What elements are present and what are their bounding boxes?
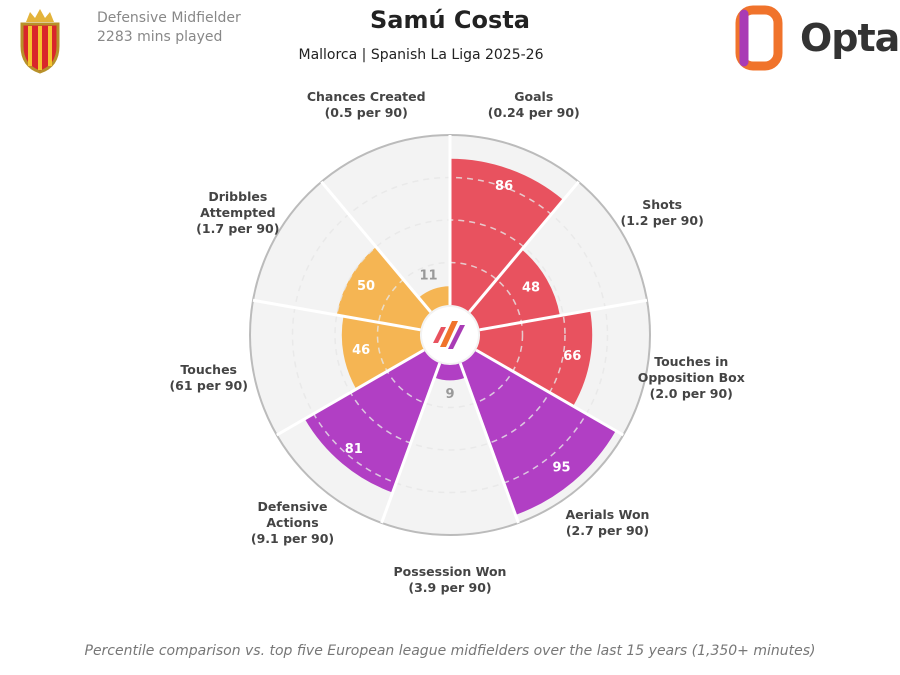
per-90: (2.0 per 90) — [649, 385, 733, 401]
opta-logo-mark — [735, 5, 783, 71]
spoke — [380, 362, 442, 524]
category-label: Defensive Actions (9.1 per 90) — [233, 499, 353, 547]
category-label: Chances Created (0.5 per 90) — [306, 89, 426, 121]
club-crest — [20, 9, 60, 74]
spoke — [458, 362, 520, 524]
spoke — [252, 298, 421, 332]
value-label: 46 — [352, 343, 370, 358]
value-label: 66 — [563, 349, 581, 364]
value-label: 50 — [357, 279, 375, 294]
bar — [341, 316, 425, 390]
category-name: Goals — [514, 88, 554, 104]
bar — [336, 246, 431, 330]
category-label: Goals (0.24 per 90) — [474, 89, 594, 121]
minutes: 2283 mins played — [97, 29, 223, 45]
value-label: 9 — [445, 387, 454, 402]
per-90: (0.24 per 90) — [487, 104, 580, 120]
hub-icon — [440, 321, 458, 347]
category-name: Shots — [642, 196, 683, 212]
spoke — [276, 348, 425, 437]
bar — [450, 158, 564, 313]
per-90: (0.5 per 90) — [324, 104, 408, 120]
position: Defensive Midfielder — [97, 10, 241, 26]
per-90: (1.7 per 90) — [196, 220, 280, 236]
category-label: Possession Won (3.9 per 90) — [390, 564, 510, 596]
value-label: 95 — [552, 460, 570, 475]
per-90: (61 per 90) — [169, 377, 248, 393]
bar — [304, 350, 440, 493]
footnote: Percentile comparison vs. top five Europ… — [84, 643, 816, 659]
chart-subtitle: Mallorca | Spanish La Liga 2025-26 — [298, 47, 544, 63]
category-name: Defensive Actions — [257, 498, 328, 530]
category-label: Shots (1.2 per 90) — [602, 197, 722, 229]
bar — [469, 249, 560, 330]
category-label: Touches (61 per 90) — [149, 362, 269, 394]
bar — [434, 363, 466, 381]
per-90: (3.9 per 90) — [408, 580, 492, 595]
category-name: Touches — [180, 361, 238, 377]
category-name: Aerials Won — [565, 506, 650, 522]
value-label: 11 — [420, 269, 438, 284]
category-label: Touches in Opposition Box (2.0 per 90) — [631, 354, 751, 402]
bar — [460, 350, 616, 515]
brand: Opta — [800, 16, 900, 60]
spoke — [479, 298, 648, 332]
spoke — [320, 180, 432, 313]
bars — [304, 158, 616, 515]
chart-title: Samú Costa — [370, 6, 530, 34]
per-90: (9.1 per 90) — [250, 530, 335, 546]
value-label: 81 — [345, 442, 363, 457]
hub-icon — [433, 327, 446, 343]
value-label: 48 — [522, 281, 540, 296]
category-label: Dribbles Attempted (1.7 per 90) — [178, 189, 298, 237]
spoke — [468, 180, 580, 313]
category-name: Chances Created — [306, 88, 426, 104]
value-label: 86 — [495, 179, 513, 194]
category-name: Touches in Opposition Box — [637, 353, 745, 385]
category-name: Possession Won — [393, 564, 507, 579]
category-name: Dribbles Attempted — [200, 188, 276, 220]
per-90: (1.2 per 90) — [620, 212, 704, 228]
category-label: Aerials Won (2.7 per 90) — [547, 507, 667, 539]
hub-icon — [448, 325, 465, 349]
spoke — [475, 348, 624, 437]
bar — [475, 310, 593, 407]
per-90: (2.7 per 90) — [565, 522, 650, 538]
